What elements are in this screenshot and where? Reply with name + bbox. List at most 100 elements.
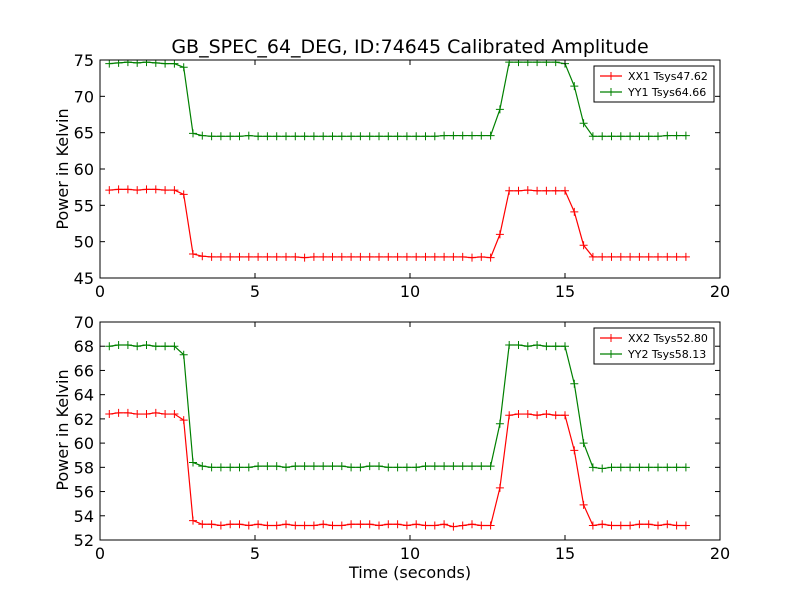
top-legend-label-0: XX1 Tsys47.62 xyxy=(628,70,708,83)
bottom-series-1-point xyxy=(440,462,449,471)
top-series-0-point xyxy=(533,186,542,195)
top-series-0-point xyxy=(244,252,253,261)
bottom-series-1-point xyxy=(598,464,607,473)
bottom-series-1 xyxy=(105,341,690,473)
bottom-series-0-point xyxy=(328,521,337,530)
bottom-series-1-point xyxy=(449,462,458,471)
bottom-series-1-point xyxy=(663,463,672,472)
bottom-series-1-point xyxy=(123,341,132,350)
top-series-1-point xyxy=(588,132,597,141)
top-series-0-point xyxy=(458,252,467,261)
top-series-0-point xyxy=(598,252,607,261)
top-series-0-point xyxy=(282,252,290,261)
top-series-1-point xyxy=(263,132,272,141)
top-series-0-point xyxy=(198,252,207,261)
bottom-series-0-point xyxy=(235,520,244,529)
bottom-legend-label-1: YY2 Tsys58.13 xyxy=(627,348,706,361)
top-series-0-point xyxy=(375,252,383,261)
top-series-1-point xyxy=(300,132,309,141)
bottom-series-0-point xyxy=(644,520,653,529)
top-series-1-point xyxy=(356,132,365,141)
bottom-series-1-point xyxy=(216,463,225,472)
top-series-1-point xyxy=(384,132,393,141)
bottom-series-1-point xyxy=(105,342,114,351)
bottom-series-1-point xyxy=(244,463,253,472)
top-series-1-point xyxy=(533,60,542,67)
bottom-series-1-point xyxy=(309,462,318,471)
top-series-1-point xyxy=(402,132,411,141)
top-series-0-point xyxy=(319,252,328,261)
bottom-series-1-point xyxy=(235,463,244,472)
bottom-xtick-label: 20 xyxy=(710,544,730,563)
top-series-0-point xyxy=(123,185,132,194)
top-series-1-point xyxy=(319,132,328,141)
top-ytick-label: 50 xyxy=(74,233,94,252)
top-series-0-point xyxy=(300,253,309,262)
top-series-0-point xyxy=(681,252,690,261)
bottom-series-0-point xyxy=(216,521,225,530)
bottom-series-1-point xyxy=(458,462,467,471)
bottom-series-1-point xyxy=(533,341,542,350)
bottom-series-0-point xyxy=(151,408,160,417)
top-series-1-point xyxy=(440,131,449,140)
top-series-1-point xyxy=(282,132,290,141)
top-series-1-point xyxy=(570,82,579,91)
bottom-ytick-label: 68 xyxy=(74,337,94,356)
bottom-series-0-point xyxy=(161,410,170,419)
top-series-1-point xyxy=(551,60,560,67)
bottom-ytick-label: 66 xyxy=(74,361,94,380)
bottom-series-0-point xyxy=(635,520,644,529)
top-series-0-point xyxy=(170,186,179,195)
bottom-series-1-point xyxy=(207,463,216,472)
bottom-series-0-point xyxy=(393,520,402,529)
top-series-1 xyxy=(105,60,690,141)
top-series-1-point xyxy=(375,132,383,141)
top-xtick-label: 5 xyxy=(250,282,260,301)
bottom-series-1-point xyxy=(402,463,411,472)
top-series-0-point xyxy=(505,186,514,195)
bottom-series-1-point xyxy=(319,462,328,471)
top-ytick-label: 70 xyxy=(74,87,94,106)
figure-title: GB_SPEC_64_DEG, ID:74645 Calibrated Ampl… xyxy=(171,36,648,58)
bottom-series-0-point xyxy=(681,521,690,530)
bottom-series-1-point xyxy=(282,463,290,472)
top-series-1-point xyxy=(207,132,216,141)
top-series-0-point xyxy=(579,241,588,250)
top-series-0-point xyxy=(263,252,272,261)
bottom-series-0-point xyxy=(254,520,263,529)
top-series-1-point xyxy=(309,132,318,141)
bottom-series-0-point xyxy=(542,410,551,419)
top-series-1-point xyxy=(142,60,151,67)
top-series-1-point xyxy=(635,132,644,141)
top-panel: Power in Kelvin 0 5 10 15 20 45 50 55 60 65 70 75 XX… xyxy=(53,51,730,301)
bottom-series-0-point xyxy=(263,521,272,530)
bottom-ytick-label: 58 xyxy=(74,458,94,477)
top-xtick-label: 20 xyxy=(710,282,730,301)
bottom-series-1-point xyxy=(393,463,402,472)
bottom-series-1-point xyxy=(347,463,356,472)
bottom-ytick-label: 56 xyxy=(74,483,94,502)
top-series-0-point xyxy=(142,185,151,194)
bottom-series-0-point xyxy=(477,521,486,530)
bottom-series-1-point xyxy=(226,463,235,472)
top-series-1-point xyxy=(477,131,486,140)
bottom-series-0-point xyxy=(579,500,588,509)
top-series-1-point xyxy=(170,60,179,68)
bottom-series-1-point xyxy=(356,463,365,472)
top-series-0-point xyxy=(254,252,263,261)
bottom-series-1-point xyxy=(170,342,179,351)
bottom-series-0-point xyxy=(663,520,672,529)
top-series-0-point xyxy=(272,252,281,261)
bottom-series-1-point xyxy=(254,462,263,471)
top-series-1-point xyxy=(542,60,551,67)
top-series-0-point xyxy=(616,252,625,261)
top-series-1-point xyxy=(198,131,207,140)
top-ytick-label: 55 xyxy=(74,196,94,215)
top-legend-box xyxy=(593,65,715,103)
bottom-series-1-point xyxy=(430,462,439,471)
top-series-0-point xyxy=(477,252,486,261)
top-series-0-point xyxy=(570,207,579,216)
bottom-series-1-point xyxy=(272,462,281,471)
bottom-series-0-point xyxy=(551,411,560,420)
top-series-0-point xyxy=(607,252,616,261)
